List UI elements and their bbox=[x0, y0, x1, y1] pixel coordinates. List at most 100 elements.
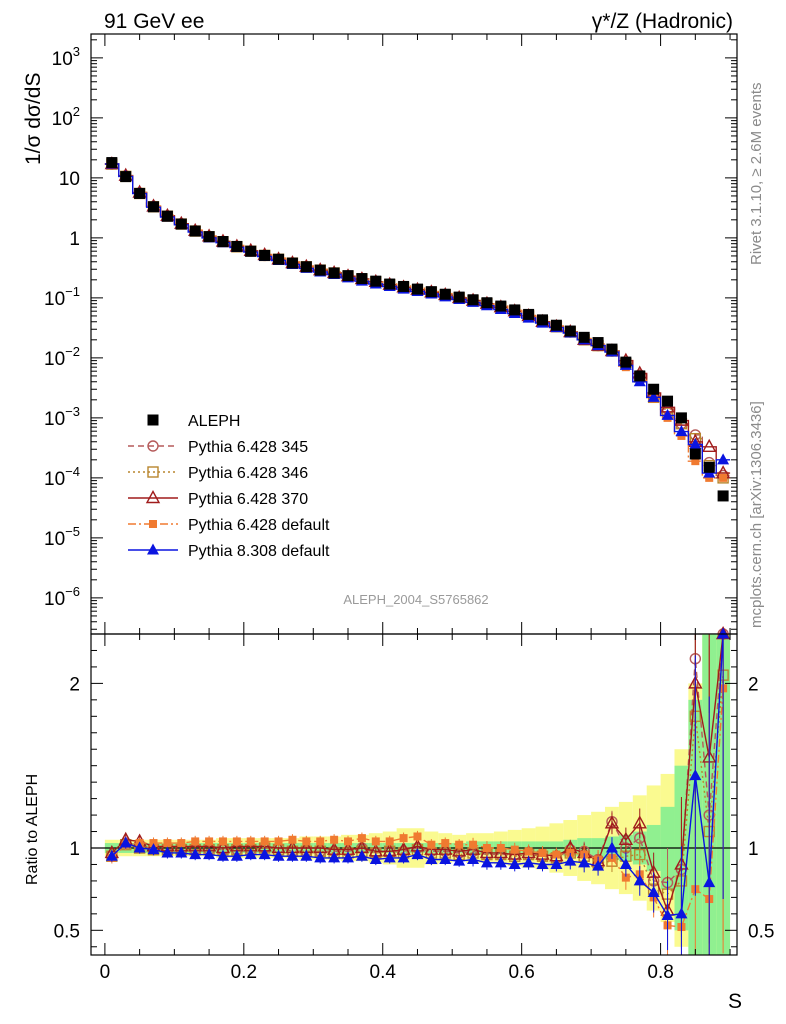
main-series-1 bbox=[104, 158, 731, 482]
ratio-point bbox=[149, 839, 158, 848]
ratio-point bbox=[369, 853, 382, 865]
main-series-line bbox=[104, 163, 731, 479]
ratio-point bbox=[510, 845, 519, 854]
ratio-point bbox=[717, 627, 730, 639]
main-point bbox=[314, 264, 326, 276]
legend-marker bbox=[147, 466, 159, 478]
ratio-point bbox=[522, 856, 535, 868]
ratio-point bbox=[205, 837, 214, 846]
ratio-point bbox=[441, 839, 450, 848]
xtick-label: 0.6 bbox=[508, 962, 534, 983]
ratio-point bbox=[689, 769, 702, 781]
main-series-line bbox=[104, 163, 731, 479]
ratio-point bbox=[480, 856, 493, 868]
main-point bbox=[647, 390, 660, 402]
main-ytick-label: 10 bbox=[59, 169, 80, 190]
legend-entry: Pythia 6.428 345 bbox=[128, 439, 308, 456]
xtick-label: 0.4 bbox=[370, 962, 397, 983]
ratio-point bbox=[246, 837, 255, 846]
main-ylabel: 1/σ dσ/dS bbox=[22, 73, 45, 165]
main-series-0 bbox=[106, 157, 729, 502]
xtick-label: 0.2 bbox=[231, 962, 257, 983]
main-ytick-label: 1 bbox=[69, 229, 80, 250]
ratio-series-line bbox=[111, 688, 724, 928]
main-point bbox=[578, 331, 590, 343]
main-point bbox=[717, 453, 730, 465]
ratio-point bbox=[244, 848, 257, 860]
legend-label: Pythia 6.428 346 bbox=[188, 465, 308, 482]
ratio-point bbox=[133, 841, 146, 853]
ratio-point bbox=[274, 837, 283, 846]
main-point bbox=[453, 291, 465, 303]
ratio-point bbox=[564, 854, 577, 866]
main-point bbox=[203, 231, 215, 243]
ratio-point bbox=[189, 848, 202, 860]
ratio-point bbox=[482, 844, 491, 852]
ratio-point bbox=[216, 849, 229, 861]
main-ytick-label: 103 bbox=[52, 44, 80, 70]
ratio-point bbox=[632, 815, 647, 829]
main-point bbox=[648, 383, 660, 395]
ratio-point bbox=[538, 848, 547, 857]
legend: ALEPH Pythia 6.428 345 Pythia 6.428 346 Pyt… bbox=[128, 413, 330, 560]
main-point bbox=[717, 490, 729, 502]
header-right: γ*/Z (Hadronic) bbox=[592, 10, 733, 33]
legend-marker bbox=[147, 414, 159, 426]
ratio-point bbox=[467, 853, 480, 865]
main-ytick-label: 10−6 bbox=[44, 584, 80, 610]
main-point bbox=[661, 408, 674, 420]
ratio-series-1 bbox=[106, 634, 729, 955]
ratio-point bbox=[230, 849, 243, 861]
main-point bbox=[703, 461, 715, 473]
ratio-point bbox=[647, 885, 660, 897]
ratio-point bbox=[413, 832, 422, 841]
xtick-label: 0.8 bbox=[647, 962, 673, 983]
main-point bbox=[675, 425, 688, 437]
main-point bbox=[259, 249, 271, 261]
ratio-point bbox=[328, 851, 341, 863]
ratio-point bbox=[288, 835, 297, 844]
ratio-point bbox=[385, 837, 394, 846]
ratio-point bbox=[604, 815, 620, 829]
legend-label: Pythia 8.308 default bbox=[188, 543, 330, 560]
legend-label: Pythia 6.428 default bbox=[188, 517, 330, 534]
legend-entry: Pythia 8.308 default bbox=[128, 543, 330, 560]
main-series-2 bbox=[104, 158, 731, 484]
main-point bbox=[148, 201, 160, 213]
main-point bbox=[537, 314, 549, 326]
main-point bbox=[606, 343, 618, 355]
ratio-point bbox=[314, 851, 327, 863]
ratio-point bbox=[397, 851, 410, 863]
ratio-point bbox=[203, 848, 216, 860]
main-point bbox=[592, 337, 604, 349]
main-point bbox=[231, 240, 243, 252]
ratio-point bbox=[633, 874, 646, 886]
main-point bbox=[691, 457, 700, 466]
ratio-point bbox=[494, 856, 507, 868]
ratio-point bbox=[344, 837, 353, 846]
ratio-ytick-label: 2 bbox=[69, 674, 80, 695]
main-point bbox=[689, 448, 701, 460]
ratio-point bbox=[399, 834, 408, 843]
main-ytick-label: 10−2 bbox=[44, 344, 80, 370]
header-left: 91 GeV ee bbox=[104, 10, 204, 33]
main-point bbox=[120, 171, 132, 183]
main-series-4 bbox=[104, 160, 731, 482]
ratio-point bbox=[355, 849, 368, 861]
ratio-point bbox=[621, 873, 630, 882]
ratio-point bbox=[119, 836, 132, 848]
ratio-point bbox=[469, 840, 478, 849]
legend-label: Pythia 6.428 370 bbox=[188, 491, 308, 508]
ratio-point bbox=[508, 857, 521, 869]
main-point bbox=[481, 297, 493, 309]
ratio-point bbox=[232, 837, 241, 846]
main-ytick-label: 10−3 bbox=[44, 404, 80, 430]
ratio-point bbox=[661, 908, 674, 920]
main-point bbox=[439, 288, 451, 300]
main-point bbox=[662, 395, 674, 407]
legend-marker bbox=[147, 440, 159, 452]
ratio-point bbox=[703, 876, 716, 888]
main-point bbox=[675, 412, 687, 424]
